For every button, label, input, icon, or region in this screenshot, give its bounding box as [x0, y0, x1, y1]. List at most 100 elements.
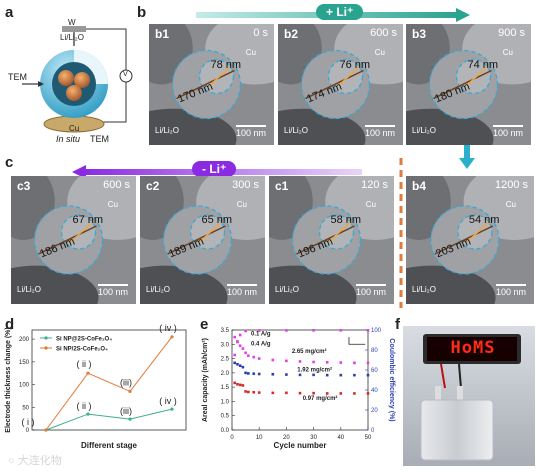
cycling-performance-chart: 0 10 20 30 40 50 0.0 0.5 1.0 1.5 2.0 2.5 3.0 3.5 0 20 40… — [202, 328, 395, 450]
tem-scale-bar: 100 nm — [227, 284, 257, 297]
tem-scale-bar: 100 nm — [493, 125, 523, 138]
chart-e-point — [366, 361, 370, 365]
chart-d-frame — [31, 329, 187, 431]
panel-letter-d: d — [5, 316, 15, 333]
tem-substrate-label: Li/Li₂O — [284, 126, 309, 135]
chart-d-legend-label: Si NP@2S-CoFe₂O₄ — [56, 337, 112, 343]
chart-d-legend-marker — [44, 336, 48, 340]
tem-panel-id: b1 — [155, 27, 170, 41]
panel-letter-f: f — [395, 316, 400, 333]
chart-d-series-line — [45, 408, 173, 431]
tem-panel-time: 300 s — [232, 179, 259, 191]
chart-d-stage-label: (iii) — [120, 377, 132, 387]
chart-d-ytick-label: 200 — [19, 337, 30, 343]
tem-cu-label: Cu — [245, 48, 256, 57]
chart-e-point — [285, 373, 288, 376]
chart-d-point — [128, 417, 132, 421]
chart-e-point — [312, 391, 315, 395]
chart-e-point — [298, 373, 302, 377]
chart-e-point — [238, 333, 242, 337]
tem-cu-label: Cu — [236, 200, 247, 209]
tem-panel-time: 1200 s — [494, 179, 528, 191]
chart-e-point — [285, 391, 288, 395]
panel-letter-a: a — [5, 4, 14, 21]
tem-panel-time: 900 s — [498, 27, 525, 39]
panel-a-insitu-label: In situ — [56, 134, 81, 144]
tem-scale-text: 100 nm — [235, 128, 266, 138]
chart-e-point — [339, 373, 343, 377]
panel-a-v-label: V — [123, 71, 128, 78]
tem-panel-time: 120 s — [361, 179, 388, 191]
tem-panel-c3: c3 600 s Cu 186 nm 67 nm Li/Li₂O 100 nm — [11, 176, 136, 304]
chart-e-point — [238, 344, 242, 348]
chart-e-ytick-label: 2.0 — [221, 371, 230, 377]
chart-e-frame — [231, 329, 369, 431]
tem-substrate-label: Li/Li₂O — [155, 126, 180, 135]
tem-scale-bar: 100 nm — [356, 284, 386, 297]
minus-li-badge: - Li⁺ — [192, 161, 237, 177]
chart-e-point — [339, 329, 343, 332]
chart-e-point — [236, 362, 239, 366]
chart-e-point — [247, 354, 250, 358]
chart-d-ytick-label: 0 — [26, 428, 30, 434]
tem-panel-c1: c1 120 s Cu 196 nm 58 nm Li/Li₂O 100 nm — [269, 176, 394, 304]
tem-panel-time: 0 s — [253, 27, 268, 39]
tem-cu-label: Cu — [374, 48, 385, 57]
chart-d-stage-label: ( iv ) — [159, 323, 177, 333]
chart-d-point — [44, 428, 48, 432]
down-arrow — [459, 140, 475, 169]
tem-panel-b3: b3 900 s Cu 180 nm 74 nm Li/Li₂O 100 nm — [406, 24, 531, 145]
chart-e-point — [325, 360, 329, 364]
chart-e-ytick-label: 2.5 — [221, 357, 230, 363]
chart-e-xtick-label: 30 — [310, 435, 317, 441]
tem-panel-b4: b4 1200 s Cu 203 nm 54 nm Li/Li₂O 100 nm — [406, 176, 534, 304]
panel-a-tem-left-label: TEM — [8, 72, 27, 82]
chart-e-annotation: 0.4 A/g — [251, 342, 271, 348]
chart-d-series-line — [45, 336, 173, 431]
chart-d-point — [170, 335, 174, 339]
chart-e-ytick-label: 0.0 — [221, 428, 230, 434]
tem-substrate-label: Li/Li₂O — [17, 285, 42, 294]
chart-e-y2label: Coulombic efficiency (%) — [388, 338, 395, 421]
chart-e-point — [257, 357, 261, 360]
chart-e-point — [312, 329, 315, 332]
chart-d-ytick-label: 100 — [19, 383, 30, 389]
chart-e-xtick-label: 10 — [256, 435, 263, 441]
chart-e-y2tick-label: 100 — [371, 328, 382, 334]
chart-e-point — [325, 392, 329, 395]
chart-d-point — [86, 412, 90, 416]
tem-scale-bar: 100 nm — [98, 284, 128, 297]
panel-a-li-label: Li/Li₂O — [60, 33, 85, 42]
in-situ-tem-schematic — [22, 26, 133, 133]
chart-e-ytick-label: 0.5 — [221, 414, 230, 420]
chart-e-point — [257, 391, 261, 394]
thickness-change-chart: 0 50 100 150 200 ( i ) ( ii ) (iii) ( iv ) Si NP@… — [5, 323, 187, 450]
chart-e-y2tick-label: 60 — [371, 368, 378, 374]
chart-d-xlabel: Different stage — [81, 441, 138, 450]
chart-e-ce-pointer — [348, 337, 366, 345]
chart-e-point — [238, 383, 242, 387]
tem-substrate-label: Li/Li₂O — [412, 285, 437, 294]
tem-inner-diameter: 54 nm — [468, 214, 500, 226]
chart-e-point — [244, 371, 247, 375]
chart-e-point — [353, 392, 356, 395]
chart-e-xtick-label: 20 — [283, 435, 290, 441]
chart-e-point — [257, 372, 261, 376]
tem-panel-id: c2 — [146, 179, 160, 193]
chart-e-point — [241, 365, 245, 369]
panel-a-cu-label: Cu — [69, 124, 80, 133]
chart-d-ylabel: Electrode thickness change (%) — [5, 327, 12, 432]
chart-e-point — [353, 373, 356, 377]
chart-e-point — [252, 355, 256, 359]
chart-e-point — [271, 391, 275, 395]
chart-e-point — [271, 372, 275, 376]
led-display-text: HoMS — [450, 338, 496, 358]
chart-e-point — [339, 361, 343, 364]
tem-scale-text: 100 nm — [364, 128, 395, 138]
watermark: ○ 大连化物 — [8, 452, 62, 468]
chart-e-ytick-label: 1.5 — [221, 385, 230, 391]
chart-e-point — [312, 360, 315, 364]
tem-panel-id: b3 — [412, 27, 427, 41]
chart-e-point — [244, 329, 247, 333]
tem-cu-label: Cu — [107, 200, 118, 209]
